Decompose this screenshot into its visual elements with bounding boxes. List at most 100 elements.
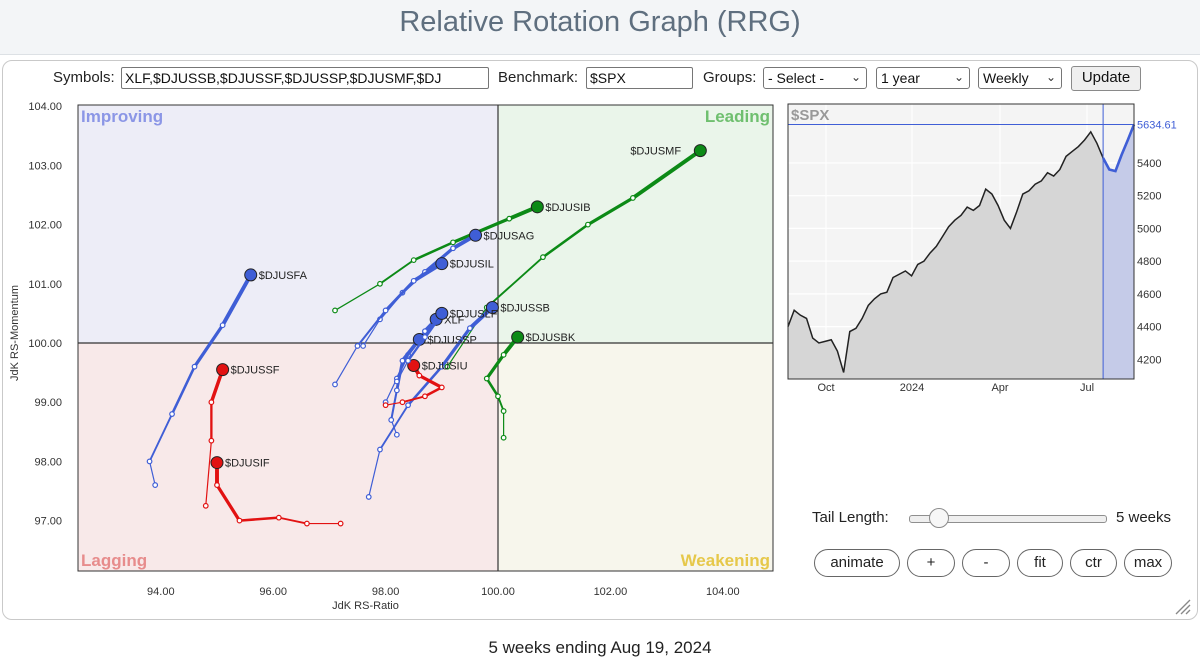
tail-point — [405, 357, 411, 364]
chevron-down-icon: ⌄ — [850, 70, 861, 84]
groups-select[interactable]: - Select - ⌄ — [763, 67, 867, 89]
tail-point — [377, 280, 383, 287]
benchmark-input[interactable]: $SPX — [586, 67, 693, 89]
rrg-series-djuslf: $DJUSLF — [393, 306, 498, 385]
tail-point — [438, 363, 445, 370]
rrg-chart: Improving Leading Lagging Weakening 94.00 96.… — [9, 101, 774, 612]
tail-point — [450, 245, 456, 252]
tail-length-label: Tail Length: — [812, 509, 889, 526]
rrg-series-djussf: $DJUSSF — [202, 363, 280, 509]
improving-quadrant — [78, 105, 498, 343]
tail-point — [438, 384, 445, 391]
tail-point — [500, 434, 507, 441]
weakening-quadrant — [498, 343, 773, 571]
update-button[interactable]: Update — [1071, 66, 1141, 91]
tail-point — [152, 482, 159, 488]
spx-x-tick-label: 2024 — [900, 382, 924, 394]
series-label: $DJUSFA — [259, 270, 308, 282]
tail-segment — [148, 460, 156, 486]
spx-y-tick-label: 4200 — [1137, 354, 1161, 366]
head-point — [485, 300, 499, 314]
head-point — [210, 456, 224, 470]
tail-segment — [170, 365, 196, 416]
series-label: $DJUSAG — [484, 230, 535, 242]
tail-segment — [384, 279, 416, 312]
spx-highlight-area — [1103, 124, 1134, 379]
tail-point — [483, 375, 490, 382]
spx-y-tick-label: 4600 — [1137, 289, 1161, 301]
rrg-series-djusag: $DJUSAG — [360, 228, 535, 349]
tail-segment — [440, 326, 472, 369]
tail-point — [208, 437, 215, 444]
spx-y-tick-label: 4800 — [1137, 256, 1161, 268]
resize-grip-icon[interactable] — [1172, 596, 1192, 616]
tail-segment — [238, 516, 281, 522]
spx-frame — [787, 103, 1135, 380]
tail-point — [399, 399, 406, 406]
tail-segment — [485, 353, 506, 381]
period-select[interactable]: 1 year ⌄ — [876, 67, 970, 89]
tail-point — [444, 363, 451, 370]
tail-point — [388, 417, 395, 423]
center-button[interactable]: ctr — [1070, 549, 1117, 577]
chevron-down-icon: ⌄ — [953, 70, 964, 84]
rrg-series-djusif: $DJUSIF — [210, 456, 344, 527]
tail-length-slider-thumb[interactable] — [929, 508, 949, 528]
animate-button[interactable]: animate — [814, 549, 900, 577]
y-tick-label: 99.00 — [34, 397, 62, 409]
tail-length-slider[interactable] — [909, 515, 1107, 523]
zoom-in-button[interactable]: + — [907, 549, 955, 577]
tail-point — [304, 520, 310, 527]
y-tick-label: 97.00 — [34, 516, 62, 528]
tail-segment — [396, 360, 409, 383]
head-point — [693, 144, 707, 158]
y-tick-label: 100.00 — [28, 338, 62, 350]
head-point — [435, 257, 449, 271]
spx-title: $SPX — [791, 107, 829, 124]
tail-point — [354, 343, 361, 349]
spx-y-tick-label: 5000 — [1137, 223, 1161, 235]
zoom-out-button[interactable]: - — [962, 549, 1010, 577]
x-tick-label: 100.00 — [481, 586, 515, 598]
spx-chart: $SPX 5634.61 5400 5200 5000 4800 4600 4400 4200 O… — [787, 103, 1177, 394]
series-label: XLF — [444, 314, 464, 326]
frequency-select[interactable]: Weekly ⌄ — [978, 67, 1062, 89]
tail-segment — [406, 335, 427, 362]
head-point — [435, 306, 449, 320]
tail-segment — [277, 516, 308, 525]
tail-segment — [334, 283, 381, 312]
x-tick-label: 96.00 — [259, 586, 287, 598]
symbols-input[interactable]: XLF,$DJUSSB,$DJUSSF,$DJUSSP,$DJUSMF,$DJ — [121, 67, 489, 89]
tail-point — [500, 408, 507, 414]
tail-point — [365, 494, 372, 500]
lagging-quadrant — [78, 343, 498, 571]
tail-point — [410, 277, 417, 284]
tail-segment — [362, 318, 381, 347]
leading-quadrant — [498, 105, 773, 343]
tail-point — [360, 343, 367, 349]
tail-point — [191, 363, 198, 370]
tail-segment — [485, 256, 544, 309]
tail-point — [393, 387, 400, 394]
fit-button[interactable]: fit — [1017, 549, 1063, 577]
rrg-series-djusfa: $DJUSFA — [146, 268, 308, 488]
head-point — [216, 363, 230, 377]
spx-area — [788, 124, 1134, 379]
groups-label: Groups: — [703, 69, 757, 86]
tail-point — [337, 520, 344, 527]
rrg-series-djusbk: $DJUSBK — [483, 330, 576, 441]
tail-segment — [148, 413, 173, 463]
rrg-series-djusil: $DJUSIL — [332, 257, 494, 388]
spx-line — [787, 124, 1135, 373]
max-button[interactable]: max — [1124, 549, 1172, 577]
rrg-series-djusib: $DJUSIB — [332, 200, 591, 314]
spx-last-value-label: 5634.61 — [1137, 120, 1177, 132]
tail-segment — [334, 345, 359, 386]
head-point — [511, 330, 525, 344]
y-tick-label: 103.00 — [28, 160, 62, 172]
series-label: $DJUSIU — [422, 360, 468, 372]
x-tick-label: 98.00 — [372, 586, 400, 598]
tail-point — [405, 402, 411, 409]
tail-segment — [412, 241, 455, 262]
quadrant-label-weakening: Weakening — [681, 551, 770, 570]
